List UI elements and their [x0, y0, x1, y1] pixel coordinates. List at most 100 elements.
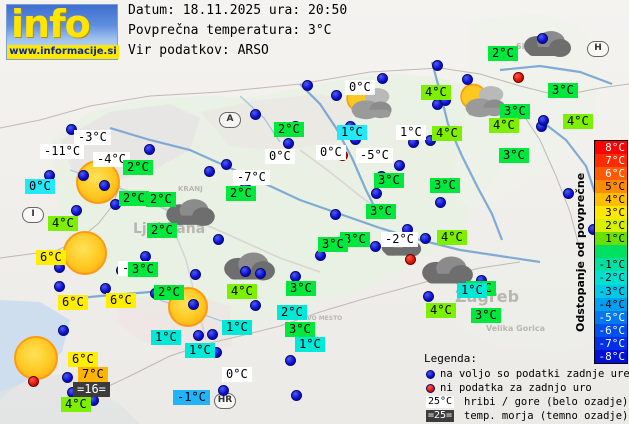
temperature-label: 2°C	[146, 192, 176, 207]
temperature-label: 1°C	[151, 330, 181, 345]
station-dot-ok[interactable]	[537, 33, 548, 44]
temperature-label: 4°C	[432, 126, 462, 141]
station-dot-ok[interactable]	[371, 188, 382, 199]
station-dot-ok[interactable]	[218, 385, 229, 396]
temperature-label: -1°C	[173, 390, 210, 405]
scale-row: -5°C	[595, 310, 627, 324]
sun-behind-cloud-icon	[452, 80, 508, 120]
station-dot-ok[interactable]	[283, 138, 294, 149]
station-dot-ok[interactable]	[462, 74, 473, 85]
city-name: Velika Gorica	[486, 324, 546, 333]
station-dot-no-data[interactable]	[28, 376, 39, 387]
scale-row: -7°C	[595, 336, 627, 350]
temperature-label: 3°C	[366, 204, 396, 219]
temperature-label: 4°C	[61, 397, 91, 412]
temperature-label: 6°C	[58, 295, 88, 310]
station-dot-ok[interactable]	[377, 73, 388, 84]
mountain-temperature-label: -7°C	[233, 170, 270, 185]
mountain-temperature-label: -11°C	[40, 144, 85, 159]
station-dot-ok[interactable]	[58, 325, 69, 336]
temperature-label: 3°C	[128, 262, 158, 277]
station-dot-ok[interactable]	[144, 144, 155, 155]
station-dot-ok[interactable]	[420, 233, 431, 244]
station-dot-ok[interactable]	[432, 60, 443, 71]
station-dot-ok[interactable]	[250, 300, 261, 311]
station-dot-ok[interactable]	[78, 170, 89, 181]
mountain-temperature-label: 0°C	[316, 145, 346, 160]
temperature-label: 4°C	[227, 284, 257, 299]
station-dot-ok[interactable]	[190, 269, 201, 280]
station-dot-ok[interactable]	[240, 266, 251, 277]
temperature-label: 1°C	[457, 283, 487, 298]
station-dot-ok[interactable]	[563, 188, 574, 199]
station-dot-ok[interactable]	[330, 209, 341, 220]
legend-mountain-chip: 25°C	[426, 396, 455, 408]
station-dot-ok[interactable]	[71, 205, 82, 216]
station-dot-ok[interactable]	[100, 283, 111, 294]
scale-title: Odstopanje od povprečne temperature:	[574, 172, 605, 332]
legend-item-text: temp. morja (temno ozadje)	[464, 410, 629, 422]
scale-row: 5°C	[595, 180, 627, 194]
scale-row: -3°C	[595, 284, 627, 298]
temperature-label: 6°C	[36, 250, 66, 265]
station-dot-ok[interactable]	[423, 291, 434, 302]
temperature-label: 7°C	[78, 367, 108, 382]
station-dot-ok[interactable]	[331, 90, 342, 101]
temperature-label: 4°C	[563, 114, 593, 129]
scale-row: 1°C	[595, 232, 627, 246]
mountain-temperature-label: -5°C	[356, 148, 393, 163]
temperature-label: 2°C	[119, 191, 149, 206]
station-dot-ok[interactable]	[221, 159, 232, 170]
temperature-label: 3°C	[471, 308, 501, 323]
scale-bar: 8°C 7°C 6°C 5°C 4°C 3°C 2°C 1°C -1°C -2°C -3°C -4°C…	[594, 140, 628, 364]
mountain-temperature-label: 0°C	[222, 367, 252, 382]
temperature-label: 3°C	[286, 281, 316, 296]
station-dot-ok[interactable]	[285, 355, 296, 366]
legend-rows: na voljo so podatki zadnje ure ni podatka…	[424, 367, 629, 423]
temperature-label: 1°C	[295, 337, 325, 352]
legend-item: 25°C hribi / gore (belo ozadje)	[424, 395, 628, 409]
station-dot-ok[interactable]	[62, 372, 73, 383]
country-tag-h: H	[587, 41, 609, 57]
temperature-label: 3°C	[430, 178, 460, 193]
temperature-label: 2°C	[123, 160, 153, 175]
station-dot-ok[interactable]	[435, 197, 446, 208]
mountain-temperature-label: 1°C	[396, 125, 426, 140]
temperature-label: 4°C	[426, 303, 456, 318]
mountain-temperature-label: 0°C	[265, 149, 295, 164]
station-dot-ok[interactable]	[188, 299, 199, 310]
sun-icon	[14, 336, 58, 380]
temperature-label: 2°C	[226, 186, 256, 201]
sun-icon	[168, 287, 208, 327]
station-dot-ok[interactable]	[291, 390, 302, 401]
station-dot-ok[interactable]	[213, 234, 224, 245]
scale-row: 6°C	[595, 167, 627, 181]
sea-temperature-label: =16=	[73, 382, 110, 397]
scale-row: -4°C	[595, 297, 627, 311]
station-dot-ok[interactable]	[255, 268, 266, 279]
station-dot-ok[interactable]	[99, 180, 110, 191]
station-dot-ok[interactable]	[370, 241, 381, 252]
station-dot-no-data[interactable]	[405, 254, 416, 265]
country-tag-i: I	[22, 207, 44, 223]
temperature-label: 4°C	[437, 230, 467, 245]
station-dot-ok[interactable]	[193, 330, 204, 341]
temperature-label: 2°C	[488, 46, 518, 61]
station-dot-ok[interactable]	[538, 115, 549, 126]
temperature-label: 3°C	[374, 173, 404, 188]
legend-item: ni podatka za zadnjo uro	[424, 381, 624, 395]
temperature-label: 6°C	[68, 352, 98, 367]
legend-item-text: hribi / gore (belo ozadje)	[464, 396, 629, 408]
site-logo[interactable]: info www.informacije.si	[6, 3, 119, 60]
station-dot-no-data[interactable]	[513, 72, 524, 83]
station-dot-ok[interactable]	[302, 80, 313, 91]
sun-icon	[63, 231, 107, 275]
station-dot-ok[interactable]	[54, 281, 65, 292]
station-dot-ok[interactable]	[66, 124, 77, 135]
logo-url: www.informacije.si	[7, 45, 119, 59]
station-dot-ok[interactable]	[250, 109, 261, 120]
station-dot-ok[interactable]	[204, 166, 215, 177]
station-dot-ok[interactable]	[207, 329, 218, 340]
temperature-label: 4°C	[421, 85, 451, 100]
station-dot-ok[interactable]	[394, 160, 405, 171]
